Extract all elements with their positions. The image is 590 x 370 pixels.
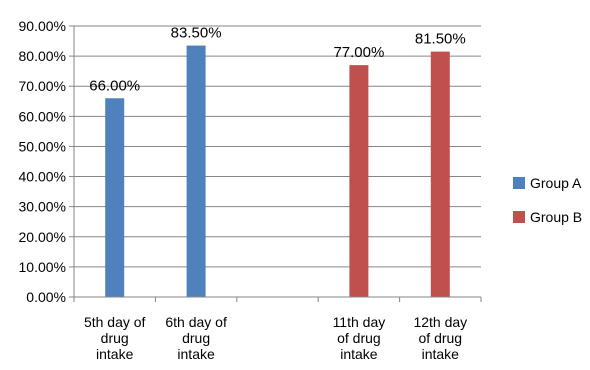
legend-swatch [513, 177, 525, 189]
bar [430, 51, 450, 297]
x-tick-label: 5th day of [84, 314, 146, 330]
axes [69, 25, 482, 302]
x-tick-label: 6th day of [165, 314, 227, 330]
legend-swatch [513, 211, 525, 223]
bar-data-label: 66.00% [89, 77, 140, 94]
y-tick-label: 60.00% [19, 108, 66, 124]
x-tick-label: of drug [337, 330, 381, 346]
x-tick-label: intake [96, 346, 134, 362]
legend-label: Group B [530, 209, 582, 225]
bar [105, 98, 125, 298]
y-tick-label: 0.00% [26, 289, 66, 305]
bar-data-label: 83.50% [171, 25, 222, 42]
y-tick-label: 80.00% [19, 48, 66, 64]
x-tick-label: of drug [419, 330, 463, 346]
bar [186, 45, 206, 298]
x-tick-label: intake [177, 346, 215, 362]
y-tick-label: 10.00% [19, 259, 66, 275]
y-tick-label: 40.00% [19, 169, 66, 185]
y-tick-label: 50.00% [19, 138, 66, 154]
bars-group [105, 45, 450, 298]
y-tick-label: 70.00% [19, 78, 66, 94]
y-tick-label: 90.00% [19, 18, 66, 34]
bar-data-label: 81.50% [415, 31, 466, 48]
bar-data-label: 77.00% [333, 44, 384, 61]
x-tick-label: 11th day [333, 314, 386, 330]
y-tick-label: 20.00% [19, 229, 66, 245]
x-tick-label: intake [422, 346, 460, 362]
legend-label: Group A [530, 175, 582, 191]
x-tick-label: drug [101, 330, 129, 346]
x-tick-label: 12th day [413, 314, 467, 330]
data-labels: 66.00% 83.50% 77.00% 81.50% [89, 25, 465, 95]
x-tick-label: intake [340, 346, 378, 362]
x-tick-label: drug [182, 330, 210, 346]
legend: Group A Group B [513, 175, 582, 225]
bar [349, 65, 369, 298]
y-tick-label: 30.00% [19, 199, 66, 215]
gridlines [74, 25, 481, 268]
y-axis-tick-labels: 0.00% 10.00% 20.00% 30.00% 40.00% 50.00% 60.00… [19, 18, 66, 305]
